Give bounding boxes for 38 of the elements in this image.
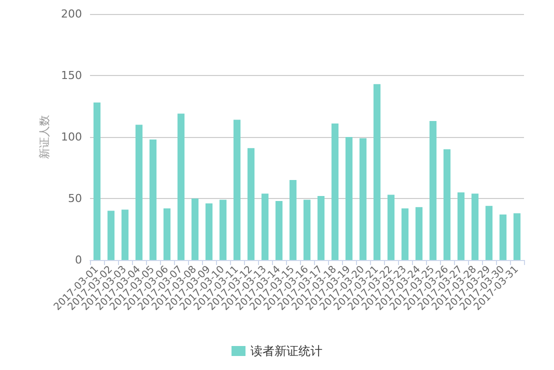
bar [178,114,184,260]
bar [486,206,492,260]
bar [276,200,282,260]
bar [360,138,366,260]
bar [108,210,114,260]
bar [136,124,142,260]
bar [262,194,268,260]
bar [388,194,394,260]
bar [430,121,436,260]
bar [514,213,520,260]
bar [248,148,254,260]
bar [472,194,478,260]
bar [374,84,380,260]
y-tick-label: 0 [75,254,82,266]
y-tick-label: 200 [61,8,82,20]
bar [500,214,506,260]
y-tick-label: 50 [68,192,82,205]
bar [304,200,310,260]
bar [192,198,198,260]
bar [220,200,226,260]
bar [318,196,324,260]
bar [206,203,212,260]
y-tick-label: 150 [61,69,82,82]
bar [164,208,170,260]
bar [458,192,464,260]
bar [346,137,352,260]
bar [94,102,100,260]
bar [290,180,296,260]
bar [402,208,408,260]
bar [150,139,156,260]
bar [444,149,450,260]
bar [416,207,422,260]
bar [234,120,240,260]
y-axis-title: 新证人数 [38,115,52,159]
legend-label: 读者新证统计 [250,344,322,358]
bar [122,210,128,260]
y-tick-label: 100 [61,130,82,144]
bar [332,123,338,260]
